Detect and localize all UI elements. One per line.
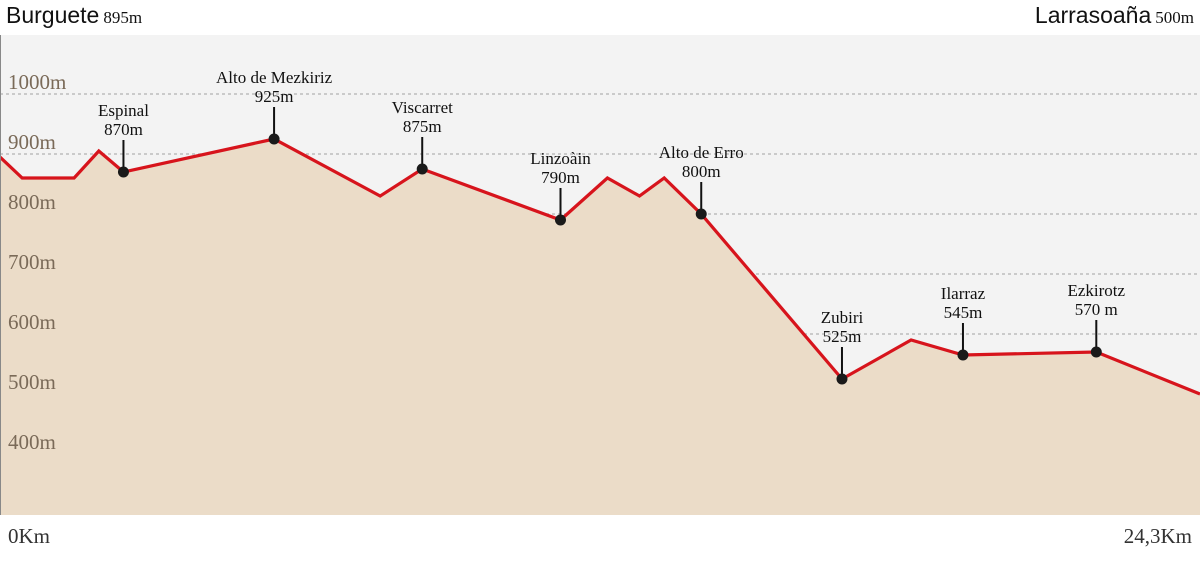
waypoint-elevation: 800m [682, 162, 721, 181]
start-location-name: Burguete [6, 2, 100, 28]
y-axis-ticks: 400m 500m 600m 700m 800m 900m 1000m [8, 70, 66, 454]
waypoint-name: Ezkirotz [1067, 281, 1125, 300]
start-location-header: Burguete 895m [6, 2, 142, 29]
waypoint-elevation: 790m [541, 168, 580, 187]
elevation-area [0, 139, 1200, 515]
waypoint-name: Alto de Mezkiriz [216, 68, 333, 87]
waypoint-elevation: 870m [104, 120, 143, 139]
waypoint-marker [1090, 346, 1102, 358]
waypoint-marker [117, 166, 129, 178]
waypoint-name: Viscarret [392, 98, 454, 117]
end-location-header: Larrasoaña 500m [1035, 2, 1194, 29]
end-location-name: Larrasoaña [1034, 2, 1152, 28]
waypoint-elevation: 925m [255, 87, 294, 106]
y-tick-label: 800m [8, 190, 56, 214]
waypoint-name: Ilarraz [941, 284, 986, 303]
start-location-elevation: 895m [103, 8, 143, 27]
waypoint-name: Espinal [98, 101, 149, 120]
elevation-profile-line [0, 137, 1200, 396]
waypoint-marker [268, 133, 280, 145]
waypoint-marker [554, 214, 566, 226]
waypoint-marker [836, 373, 848, 385]
waypoint-name: Zubiri [821, 308, 864, 327]
y-tick-label: 900m [8, 130, 56, 154]
y-tick-label: 1000m [8, 70, 66, 94]
x-axis-end-label: 24,3Km [1123, 524, 1192, 548]
waypoint-elevation: 570 m [1075, 300, 1118, 319]
y-tick-label: 600m [8, 310, 56, 334]
x-axis-start-label: 0Km [8, 524, 50, 548]
waypoint-elevation: 525m [823, 327, 862, 346]
waypoint-name: Alto de Erro [659, 143, 744, 162]
waypoint-name: Linzoàin [530, 149, 591, 168]
waypoint-marker [957, 349, 969, 361]
waypoint-marker [695, 208, 707, 220]
y-tick-label: 400m [8, 430, 56, 454]
waypoint-elevation: 875m [403, 117, 442, 136]
waypoint-marker [416, 163, 428, 175]
waypoint-elevation: 545m [944, 303, 983, 322]
y-tick-label: 500m [8, 370, 56, 394]
end-location-elevation: 500m [1155, 8, 1194, 27]
y-tick-label: 700m [8, 250, 56, 274]
